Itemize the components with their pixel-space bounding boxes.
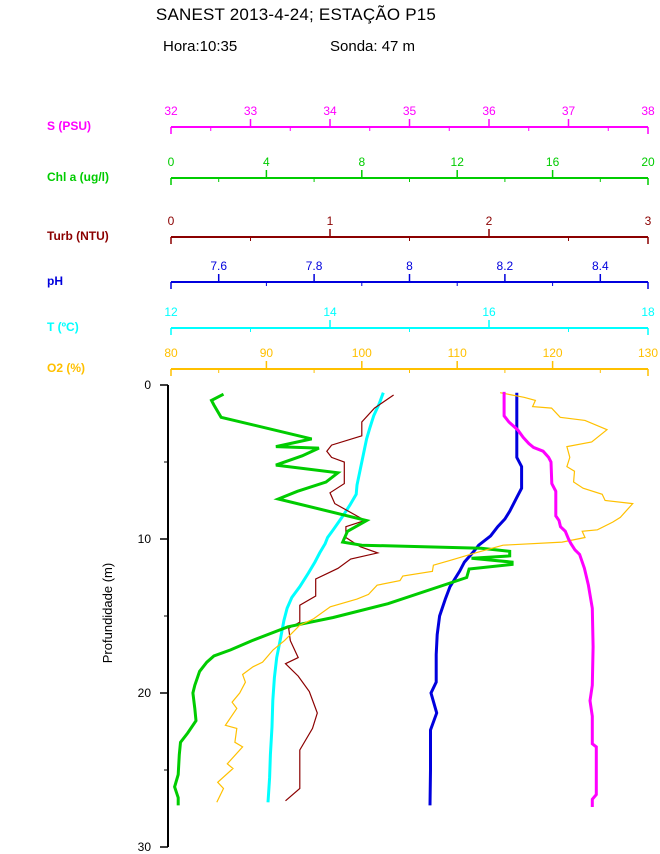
- axis-tick-label: 36: [482, 104, 496, 118]
- axis-o2: 80 90 100 110 120 130 O2 (%): [47, 346, 658, 376]
- depth-axis-name: Profundidade (m): [100, 563, 115, 663]
- page-title: SANEST 2013-4-24; ESTAÇÃO P15: [155, 5, 437, 24]
- oxygen-profile-line: [216, 392, 634, 803]
- axis-tick-label: 16: [482, 305, 496, 319]
- depth-tick-label: 10: [138, 532, 152, 546]
- axis-tick-label: 8.4: [592, 259, 609, 273]
- axis-tick-label: 18: [641, 305, 655, 319]
- axis-tick-label: 20: [641, 155, 655, 169]
- axis-ph: 7.6 7.8 8 8.2 8.4 pH: [47, 259, 649, 289]
- axis-tick-label: 0: [168, 155, 175, 169]
- axis-tick-label: 8: [406, 259, 413, 273]
- ph-profile-line: [428, 392, 524, 806]
- axis-t: 12 14 16 18 T (ºC): [47, 305, 655, 335]
- axis-tick-label: 12: [451, 155, 465, 169]
- chlorophyll-profile-line: [173, 392, 514, 806]
- sounding-depth-label: Sonda: 47 m: [330, 38, 416, 55]
- temperature-profile-line: [266, 392, 385, 803]
- axis-tick-label: 16: [546, 155, 560, 169]
- axis-tick-label: 1: [327, 214, 334, 228]
- axis-s: 32 33 34 35 36 37 38 S (PSU): [47, 104, 655, 134]
- axis-name-label: Turb (NTU): [47, 229, 109, 243]
- axis-tick-label: 4: [263, 155, 270, 169]
- axis-tick-label: 130: [638, 346, 658, 360]
- axis-name-label: S (PSU): [47, 119, 91, 133]
- axis-tick-label: 80: [164, 346, 178, 360]
- time-label: Hora:10:35: [163, 38, 238, 55]
- axis-tick-label: 8: [358, 155, 365, 169]
- axis-tick-label: 110: [448, 346, 467, 360]
- axis-turb: 0 1 2 3 Turb (NTU): [47, 214, 652, 244]
- axis-name-label: O2 (%): [47, 361, 85, 375]
- axis-name-label: pH: [47, 274, 63, 288]
- axis-tick-label: 34: [323, 104, 337, 118]
- depth-tick-label: 30: [138, 840, 152, 854]
- axis-tick-label: 3: [645, 214, 652, 228]
- axis-tick-label: 14: [323, 305, 337, 319]
- axis-tick-label: 90: [260, 346, 274, 360]
- axis-name-label: Chl a (ug/l): [47, 170, 109, 184]
- axis-chl: 0 4 8 12 16 20 Chl a (ug/l): [47, 155, 655, 185]
- axis-tick-label: 38: [641, 104, 655, 118]
- axis-tick-label: 2: [486, 214, 493, 228]
- depth-tick-label: 20: [138, 686, 152, 700]
- depth-axis: 0 10 20 30 Profundidade (m): [100, 378, 169, 854]
- axis-tick-label: 100: [352, 346, 372, 360]
- axis-tick-label: 8.2: [497, 259, 514, 273]
- turbidity-profile-line: [284, 394, 394, 802]
- axis-tick-label: 33: [244, 104, 258, 118]
- axis-name-label: T (ºC): [47, 320, 79, 334]
- salinity-profile-line: [502, 391, 598, 807]
- axis-tick-label: 120: [543, 346, 563, 360]
- axis-tick-label: 37: [562, 104, 576, 118]
- axis-tick-label: 35: [403, 104, 417, 118]
- axis-tick-label: 7.6: [210, 259, 227, 273]
- axis-tick-label: 7.8: [306, 259, 323, 273]
- axis-tick-label: 32: [164, 104, 178, 118]
- depth-tick-label: 0: [144, 378, 151, 392]
- axis-tick-label: 0: [168, 214, 175, 228]
- axis-tick-label: 12: [164, 305, 178, 319]
